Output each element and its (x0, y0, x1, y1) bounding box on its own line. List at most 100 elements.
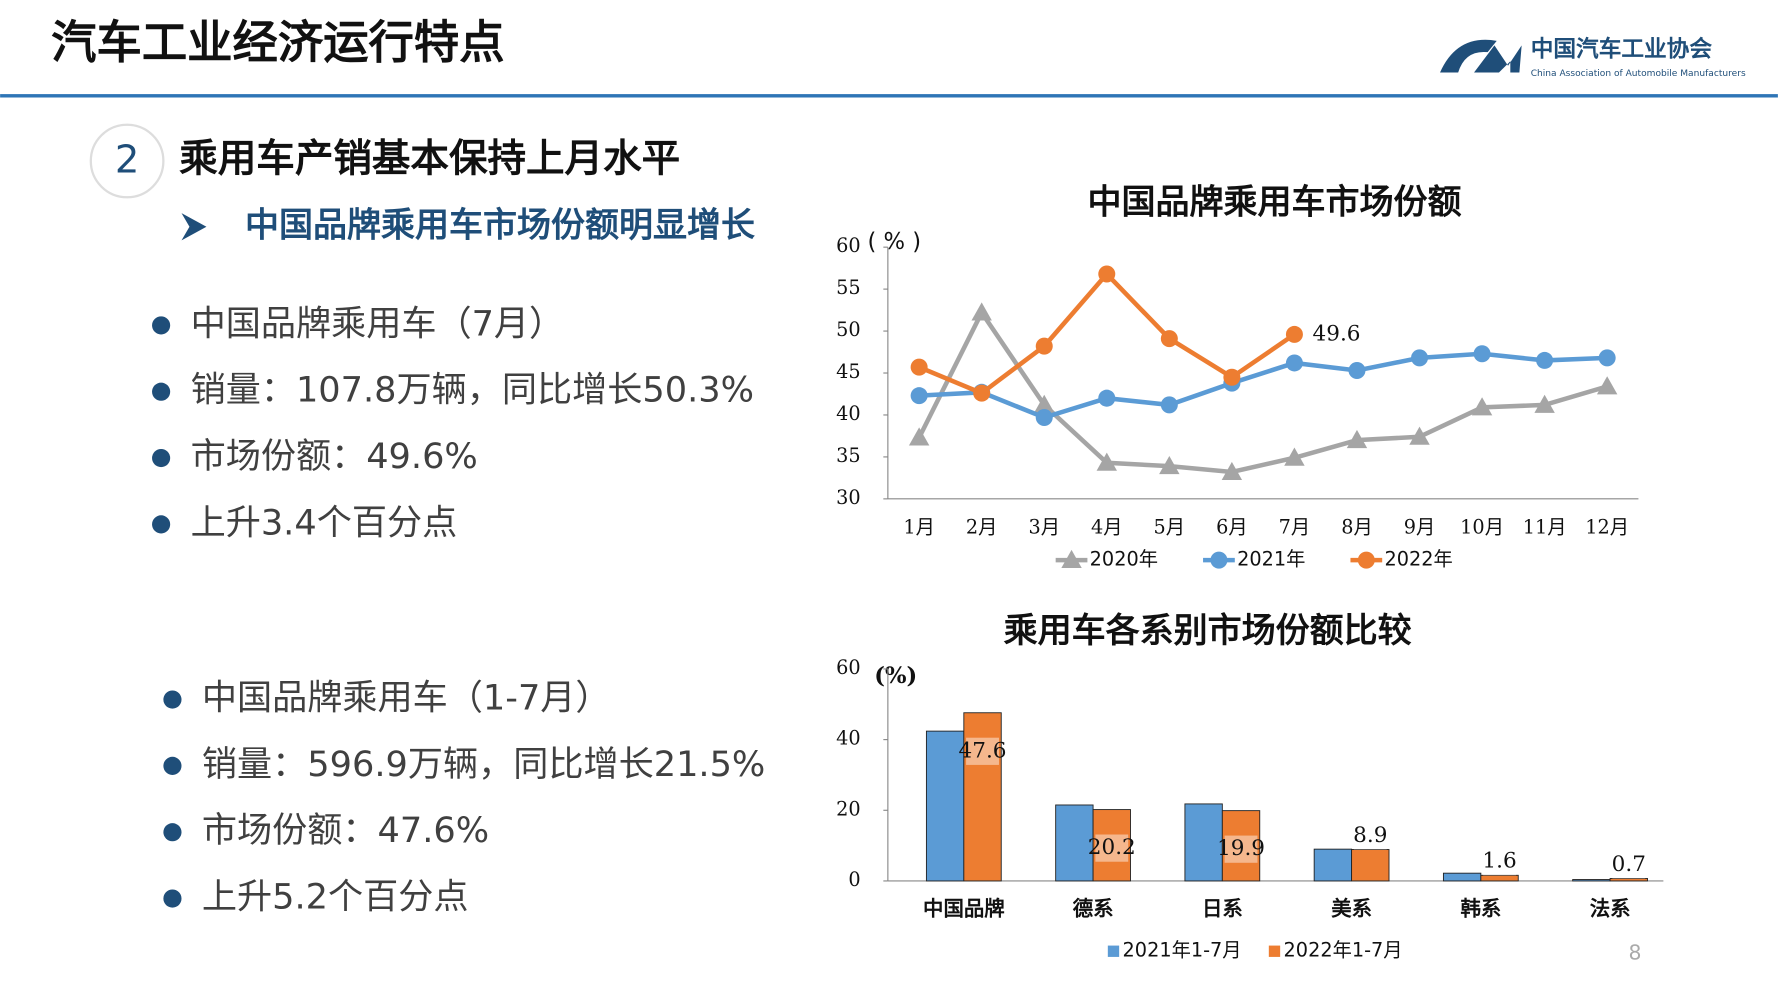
data-label: 49.6 (1313, 321, 1361, 346)
marker (1098, 265, 1116, 283)
marker (1221, 461, 1243, 480)
label-backdrop (1095, 834, 1129, 862)
page-number: 8 (1629, 941, 1642, 965)
marker (1473, 345, 1491, 363)
bullet-dot (152, 448, 171, 468)
arrow-bullet (181, 213, 207, 241)
label-backdrop (1612, 851, 1646, 879)
x-tick-label: 8月 (1341, 515, 1373, 538)
bar (1184, 803, 1223, 882)
marker (908, 427, 930, 446)
logo-english: China Association of Automobile Manufact… (1531, 69, 1746, 79)
legend-label: 2021年 (1237, 548, 1305, 571)
chart-title: 中国品牌乘用车市场份额 (1087, 183, 1461, 223)
x-tick-label: 1月 (903, 515, 935, 538)
section-subtitle: 中国品牌乘用车市场份额明显增长 (245, 205, 755, 245)
section-badge (89, 123, 165, 199)
marker (1210, 551, 1228, 569)
label-backdrop (1224, 835, 1258, 863)
series-line (917, 308, 1608, 475)
y-axis-label: ( % ) (867, 229, 921, 255)
x-tick-label: 2月 (966, 515, 998, 538)
data-label: 19.9 (1217, 836, 1265, 861)
y-tick-label: 0 (848, 868, 860, 891)
marker (1285, 325, 1303, 343)
bullet-text: 上升5.2个百分点 (202, 877, 469, 918)
legend-label: 2022年 (1384, 548, 1452, 571)
y-tick-label: 60 (836, 234, 861, 257)
bar (925, 730, 965, 882)
bullet-dot (163, 889, 182, 908)
marker (1160, 330, 1178, 348)
data-label: 20.2 (1088, 835, 1136, 860)
marker (1098, 389, 1116, 407)
y-tick-label: 40 (836, 402, 861, 425)
bullet-dot (152, 316, 171, 335)
bar (1055, 804, 1094, 882)
bar (1221, 810, 1261, 882)
marker (1357, 551, 1375, 569)
bullet-text: 销量：596.9万辆，同比增长21.5% (202, 744, 765, 785)
logo-name: 中国汽车工业协会 (1531, 35, 1713, 62)
x-tick-label: 美系 (1331, 896, 1372, 920)
header-rule (0, 94, 1778, 98)
y-tick-label: 40 (836, 727, 861, 750)
y-axis-label: (%) (874, 663, 917, 689)
marker (1596, 376, 1618, 395)
marker (1598, 349, 1616, 367)
x-tick-label: 德系 (1073, 896, 1114, 920)
marker (1471, 397, 1493, 416)
bullet-text: 销量：107.8万辆，同比增长50.3% (191, 370, 754, 411)
bullet-text: 中国品牌乘用车（7月） (191, 303, 565, 344)
marker (971, 302, 992, 321)
section-number: 2 (115, 138, 140, 183)
marker (1034, 394, 1055, 413)
bar (1572, 879, 1611, 882)
logo-mark (1440, 39, 1522, 73)
x-tick-label: 6月 (1216, 515, 1248, 538)
bar (1480, 874, 1519, 882)
bullet-dot (163, 690, 182, 709)
marker (1409, 426, 1430, 445)
marker (973, 384, 991, 402)
bullet-dot (152, 515, 171, 534)
marker (1284, 447, 1305, 466)
marker (1159, 455, 1180, 475)
bar (1313, 848, 1353, 882)
x-tick-label: 7月 (1279, 515, 1311, 538)
bar (1442, 872, 1482, 882)
marker (910, 358, 928, 376)
x-tick-label: 9月 (1404, 515, 1436, 538)
bullet-text: 市场份额：47.6% (202, 810, 489, 851)
marker (1223, 368, 1241, 386)
y-tick-label: 20 (836, 797, 861, 820)
label-backdrop (966, 737, 999, 765)
marker (910, 387, 928, 405)
marker (1035, 408, 1053, 426)
legend-label: 2022年1-7月 (1284, 939, 1403, 962)
legend-label: 2021年1-7月 (1123, 939, 1242, 962)
x-tick-label: 5月 (1154, 515, 1186, 538)
bar (1609, 878, 1648, 882)
data-label: 8.9 (1353, 823, 1387, 848)
series-line (919, 351, 1608, 420)
x-tick-label: 日系 (1202, 896, 1243, 920)
bullet-dot (163, 756, 182, 775)
x-tick-label: 中国品牌 (923, 896, 1005, 920)
bullet-text: 上升3.4个百分点 (191, 502, 458, 543)
marker (1035, 337, 1053, 355)
bullet-text: 市场份额：49.6% (191, 436, 478, 477)
label-backdrop (1353, 822, 1387, 850)
marker (1411, 349, 1429, 367)
label-backdrop (1483, 848, 1516, 876)
legend-label: 2020年 (1090, 548, 1158, 571)
legend-swatch (1268, 945, 1281, 957)
y-tick-label: 30 (836, 486, 861, 509)
y-tick-label: 35 (836, 444, 861, 467)
data-label: 0.7 (1612, 852, 1646, 877)
x-tick-label: 3月 (1028, 515, 1060, 538)
bar (1092, 809, 1131, 882)
y-tick-label: 45 (836, 360, 861, 383)
marker (1160, 396, 1178, 414)
